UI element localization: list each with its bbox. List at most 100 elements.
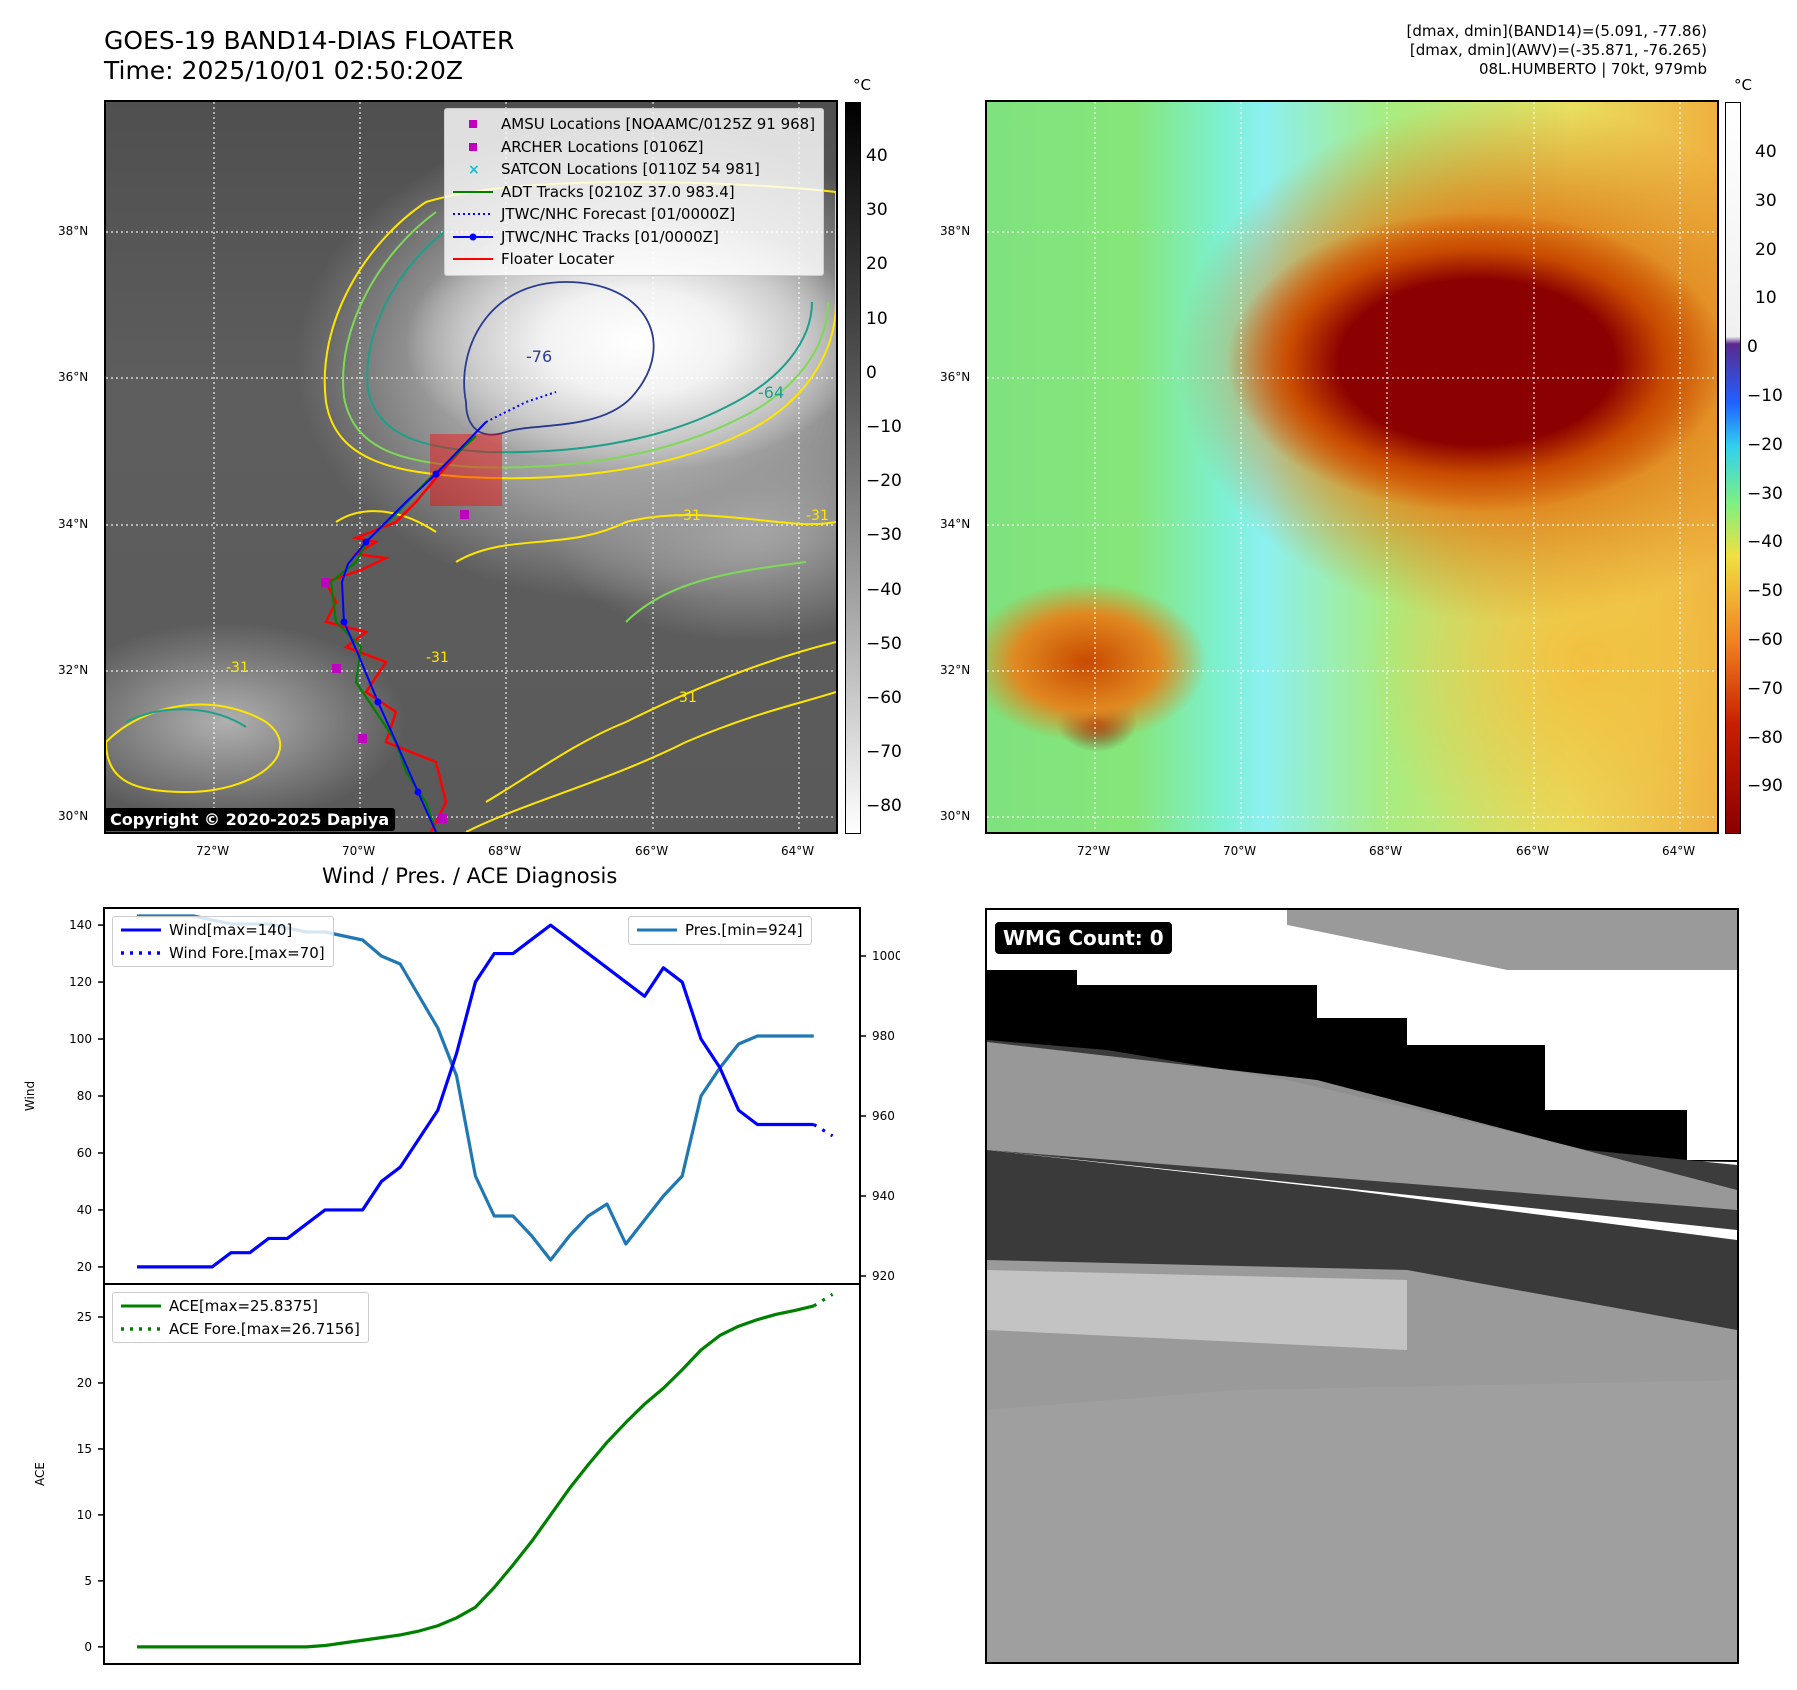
lon-label: 72°W <box>196 844 230 858</box>
map-legend-item: JTWC/NHC Forecast [01/0000Z] <box>453 203 815 226</box>
pres-tick-label: 940 <box>872 1189 895 1203</box>
lat-label: 30°N <box>940 809 971 823</box>
map-legend-label: ADT Tracks [0210Z 37.0 983.4] <box>501 182 735 201</box>
ir-colorbar-tick: 40 <box>866 146 888 166</box>
awv-colorbar-tick: −20 <box>1747 434 1783 455</box>
info-line-2: [dmax, dmin](AWV)=(-35.871, -76.265) <box>1409 41 1707 59</box>
contour-label-7: -31 <box>226 660 249 676</box>
ir-colorbar-tick: −20 <box>866 471 902 492</box>
ace-tick-label: 25 <box>77 1310 92 1324</box>
jtwc-track-points <box>340 470 440 796</box>
wmg-image <box>987 910 1737 1662</box>
title-line-1: GOES-19 BAND14-DIAS FLOATER <box>104 26 515 55</box>
pressure-series-line <box>137 914 814 1262</box>
wmg-count-badge: WMG Count: 0 <box>995 922 1172 954</box>
awv-colorbar-tick: 10 <box>1755 288 1777 309</box>
ace-plot-frame <box>103 1283 861 1665</box>
map-legend-swatch <box>453 230 493 244</box>
awv-colorbar-tick: −30 <box>1747 483 1783 504</box>
info-line-1: [dmax, dmin](BAND14)=(5.091, -77.86) <box>1406 22 1707 40</box>
map-legend-label: JTWC/NHC Tracks [01/0000Z] <box>501 227 719 246</box>
map-legend-item: × SATCON Locations [0110Z 54 981] <box>453 158 815 181</box>
map-legend-item: ARCHER Locations [0106Z] <box>453 136 815 159</box>
awv-colorbar-unit: °C <box>1734 76 1752 94</box>
pres-tick-label: 920 <box>872 1269 895 1283</box>
awv-map-panel <box>985 100 1719 834</box>
lat-label: 32°N <box>58 663 89 677</box>
contour-yellow-4 <box>465 641 836 832</box>
ir-colorbar-tick: −30 <box>866 525 902 546</box>
awv-colorbar-tick: −50 <box>1747 581 1783 602</box>
wmg-light-strip <box>987 1270 1407 1350</box>
ir-colorbar-unit: °C <box>853 76 871 94</box>
map-legend-label: Floater Locater <box>501 250 615 269</box>
ir-colorbar-tick: −60 <box>866 688 902 708</box>
pres-tick-label: 960 <box>872 1109 895 1123</box>
awv-colorbar-tick: −60 <box>1747 630 1783 650</box>
lon-label: 66°W <box>635 844 669 858</box>
ace-tick-label: 5 <box>84 1574 92 1588</box>
contour-teal-3 <box>125 708 247 728</box>
map-legend: AMSU Locations [NOAAMC/0125Z 91 968] ARCH… <box>444 108 825 276</box>
ir-colorbar-tick: −40 <box>866 579 902 600</box>
pres-legend-label: Pres.[min=924] <box>685 921 803 940</box>
pres-legend-swatch <box>637 923 677 937</box>
wind-axis-label: Wind <box>23 1081 37 1111</box>
copyright-badge: Copyright © 2020-2025 Dapiya <box>104 808 396 831</box>
awv-colorbar-tick: −70 <box>1747 678 1783 699</box>
ace-forecast-line <box>812 1292 834 1308</box>
pres-legend: Pres.[min=924] <box>628 916 812 945</box>
jtwc-forecast <box>485 391 557 423</box>
map-legend-item: AMSU Locations [NOAAMC/0125Z 91 968] <box>453 113 815 136</box>
contour-yellow-2 <box>335 510 836 563</box>
awv-colorbar-tick: −10 <box>1747 386 1783 406</box>
awv-colorbar-tick: 30 <box>1755 190 1777 211</box>
map-legend-swatch <box>453 185 493 199</box>
ace-tick-label: 15 <box>77 1442 92 1456</box>
contour-label-1: -76 <box>526 347 552 366</box>
wind-tick-label: 40 <box>77 1203 92 1217</box>
wind-tick-label: 20 <box>77 1260 92 1274</box>
wind-legend-swatch <box>121 923 161 937</box>
ace-legend-label: ACE[max=25.8375] <box>169 1297 318 1316</box>
ace-tick-label: 0 <box>84 1640 92 1654</box>
contour-navy <box>463 281 655 436</box>
amsu-points <box>321 510 469 823</box>
lat-label: 34°N <box>940 517 971 531</box>
lat-label: 36°N <box>940 370 971 384</box>
lat-label: 30°N <box>58 809 89 823</box>
ir-map-panel: -76 -64 -31 -31 -31 -31 -31 AMSU Locatio… <box>104 100 838 834</box>
map-legend-swatch <box>453 207 493 221</box>
wind-tick-label: 60 <box>77 1146 92 1160</box>
awv-colorbar-tick: −80 <box>1747 727 1783 748</box>
lat-label: 38°N <box>940 224 971 238</box>
awv-gridlines <box>987 102 1717 832</box>
contour-green <box>342 211 829 469</box>
map-legend-label: SATCON Locations [0110Z 54 981] <box>501 160 760 179</box>
contour-label-2: -64 <box>758 383 784 402</box>
ace-legend-swatch <box>121 1299 161 1313</box>
ir-colorbar-tick: 10 <box>866 308 888 329</box>
awv-colorbar-tick: 20 <box>1755 239 1777 260</box>
wmg-light-band <box>987 1042 1737 1210</box>
map-legend-item: JTWC/NHC Tracks [01/0000Z] <box>453 226 815 249</box>
lat-label: 38°N <box>58 224 89 238</box>
map-legend-label: ARCHER Locations [0106Z] <box>501 137 704 156</box>
map-legend-item: ADT Tracks [0210Z 37.0 983.4] <box>453 181 815 204</box>
wind-fore-legend-swatch <box>121 946 161 960</box>
lon-label: 68°W <box>488 844 522 858</box>
contour-green-4 <box>625 561 807 623</box>
lon-label: 72°W <box>1077 844 1111 858</box>
awv-colorbar-tick: 40 <box>1755 142 1777 162</box>
lat-label: 32°N <box>940 663 971 677</box>
contour-label-6: -31 <box>674 690 697 706</box>
map-legend-item: Floater Locater <box>453 248 815 271</box>
map-legend-label: JTWC/NHC Forecast [01/0000Z] <box>501 205 736 224</box>
svg-text:×: × <box>468 162 480 176</box>
ir-colorbar-tick: 30 <box>866 200 888 221</box>
map-legend-swatch <box>453 140 493 154</box>
wind-series-line <box>137 923 814 1269</box>
contour-yellow-3 <box>106 703 282 794</box>
title-line-2: Time: 2025/10/01 02:50:20Z <box>104 56 463 85</box>
contour-teal <box>366 226 813 454</box>
